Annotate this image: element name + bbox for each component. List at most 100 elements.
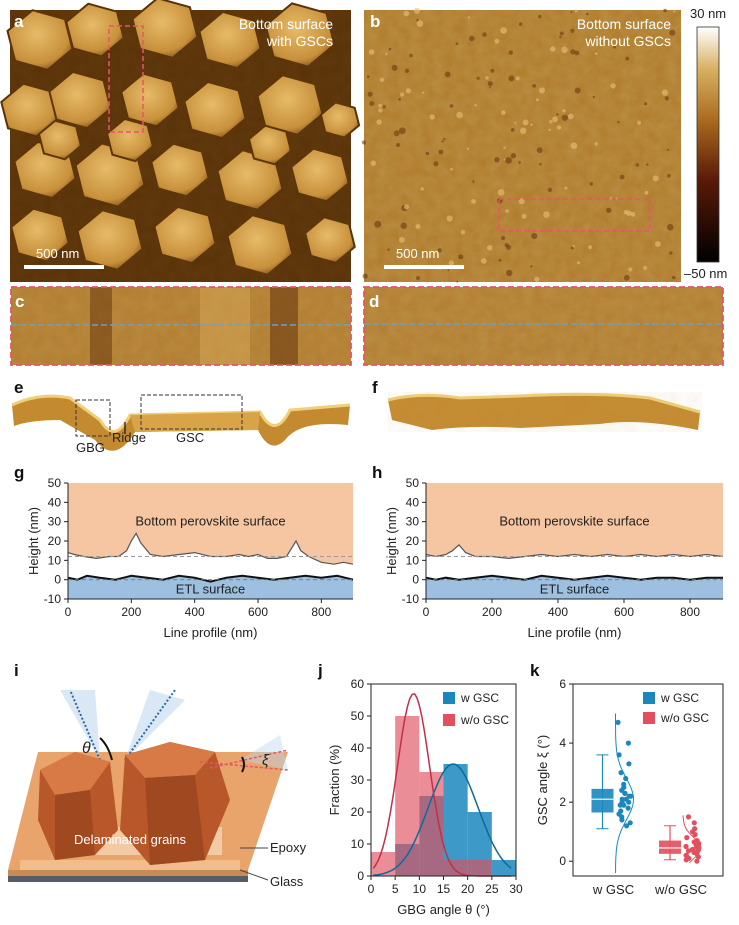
x-tick-label: 20 bbox=[461, 882, 475, 896]
profile-3d-f bbox=[387, 392, 702, 432]
box bbox=[659, 840, 681, 854]
top-region-label: Bottom perovskite surface bbox=[499, 514, 649, 529]
afm-image-b bbox=[361, 7, 681, 283]
data-point bbox=[619, 817, 625, 823]
legend-label: w GSC bbox=[660, 691, 699, 705]
histogram-bar bbox=[395, 716, 420, 876]
x-tick-label: 600 bbox=[248, 605, 268, 619]
colorbar-max: 30 nm bbox=[690, 6, 727, 21]
data-point bbox=[691, 820, 697, 826]
x-axis-label: GBG angle θ (°) bbox=[397, 902, 490, 917]
panel-label-g: g bbox=[14, 463, 25, 482]
x-tick-label: 200 bbox=[482, 605, 502, 619]
data-point bbox=[683, 852, 689, 858]
x-tick-label: 0 bbox=[423, 605, 430, 619]
data-point bbox=[689, 846, 696, 853]
data-point bbox=[685, 814, 692, 820]
y-tick-label: 60 bbox=[351, 677, 365, 691]
y-tick-label: 20 bbox=[406, 534, 420, 548]
panel-label-j: j bbox=[318, 661, 323, 680]
profile-3d-e bbox=[11, 394, 351, 451]
gsc-label: GSC bbox=[176, 430, 205, 445]
top-region-label: Bottom perovskite surface bbox=[135, 514, 285, 529]
y-tick-label: 50 bbox=[406, 476, 420, 490]
panel-label-f: f bbox=[372, 378, 378, 397]
etl-region-label: ETL surface bbox=[540, 581, 610, 596]
y-tick-label: 10 bbox=[406, 553, 420, 567]
top-region bbox=[68, 483, 353, 565]
data-point bbox=[622, 790, 628, 796]
y-tick-label: 30 bbox=[48, 515, 62, 529]
roi-box-b bbox=[498, 198, 651, 232]
xi-symbol: ξ bbox=[262, 752, 269, 769]
top-region bbox=[426, 483, 723, 559]
x-tick-label: 200 bbox=[121, 605, 141, 619]
etl-region-label: ETL surface bbox=[176, 581, 246, 596]
data-point bbox=[621, 781, 627, 788]
data-point bbox=[621, 802, 627, 808]
x-tick-label: 15 bbox=[437, 882, 451, 896]
y-tick-label: 50 bbox=[48, 476, 62, 490]
ridge-label: Ridge bbox=[112, 430, 146, 445]
y-tick-label: 20 bbox=[351, 805, 365, 819]
caption-a: Bottom surface with GSCs bbox=[239, 16, 333, 50]
y-axis-label: Fraction (%) bbox=[327, 745, 342, 816]
violin-outline bbox=[682, 815, 702, 864]
gbg-label: GBG bbox=[76, 440, 105, 455]
data-point bbox=[627, 820, 633, 826]
y-tick-label: 30 bbox=[406, 515, 420, 529]
x-tick-label: 600 bbox=[614, 605, 634, 619]
fit-curve bbox=[373, 763, 512, 877]
etl-profile-line bbox=[425, 574, 723, 581]
data-point bbox=[625, 740, 632, 746]
caption-b: Bottom surface without GSCs bbox=[577, 16, 671, 50]
panel-label-k: k bbox=[530, 661, 540, 680]
afm-strip-c bbox=[10, 286, 352, 366]
schematic-i bbox=[8, 689, 289, 882]
theta-symbol: θ bbox=[82, 740, 91, 757]
afm-image-a bbox=[0, 0, 361, 282]
colorbar-min: –50 nm bbox=[684, 266, 728, 281]
chart-j: 0 10 20 30 40 50 60 0 5 10 15 20 25 30 GBG angle θ (°)… bbox=[327, 677, 523, 917]
glass-label: Glass bbox=[270, 874, 304, 889]
x-tick-label: 10 bbox=[413, 882, 427, 896]
data-point bbox=[684, 835, 690, 841]
x-tick-label: 30 bbox=[509, 882, 523, 896]
histogram-bar bbox=[467, 860, 492, 876]
y-tick-label: 40 bbox=[48, 495, 62, 509]
y-tick-label: 10 bbox=[351, 837, 365, 851]
caption-b-line1: Bottom surface bbox=[576, 16, 671, 32]
histogram-bar bbox=[419, 772, 444, 876]
gbg-box bbox=[75, 399, 111, 437]
category-label: w GSC bbox=[592, 882, 634, 897]
y-tick-label: -10 bbox=[402, 592, 420, 606]
y-tick-label: 0 bbox=[412, 573, 419, 587]
scale-label-b: 500 nm bbox=[396, 246, 440, 261]
box bbox=[591, 788, 614, 813]
histogram-bar bbox=[491, 860, 516, 876]
data-point bbox=[626, 761, 632, 767]
legend-swatch bbox=[443, 714, 455, 726]
legend-label: w/o GSC bbox=[460, 713, 509, 727]
y-tick-label: -10 bbox=[44, 592, 62, 606]
y-tick-label: 4 bbox=[559, 736, 566, 750]
category-label: w/o GSC bbox=[654, 882, 707, 897]
x-tick-label: 400 bbox=[548, 605, 568, 619]
etl-region bbox=[426, 575, 723, 599]
chart-k: 0 2 4 6 w GSC w/o GSC GSC angle ξ (°) w GSC w/o … bbox=[535, 677, 724, 897]
x-tick-label: 25 bbox=[485, 882, 499, 896]
y-axis-label: Height (nm) bbox=[384, 507, 399, 575]
y-tick-label: 40 bbox=[406, 495, 420, 509]
gsc-box bbox=[140, 394, 243, 430]
legend-label: w/o GSC bbox=[660, 711, 709, 725]
data-point bbox=[619, 796, 625, 802]
scale-bar-a bbox=[24, 265, 104, 269]
legend-swatch bbox=[643, 692, 655, 704]
y-tick-label: 40 bbox=[351, 741, 365, 755]
panel-label-a: a bbox=[14, 12, 24, 31]
histogram-bar bbox=[371, 852, 396, 876]
y-tick-label: 6 bbox=[559, 677, 566, 691]
y-tick-label: 2 bbox=[559, 795, 566, 809]
x-tick-label: 0 bbox=[368, 882, 375, 896]
